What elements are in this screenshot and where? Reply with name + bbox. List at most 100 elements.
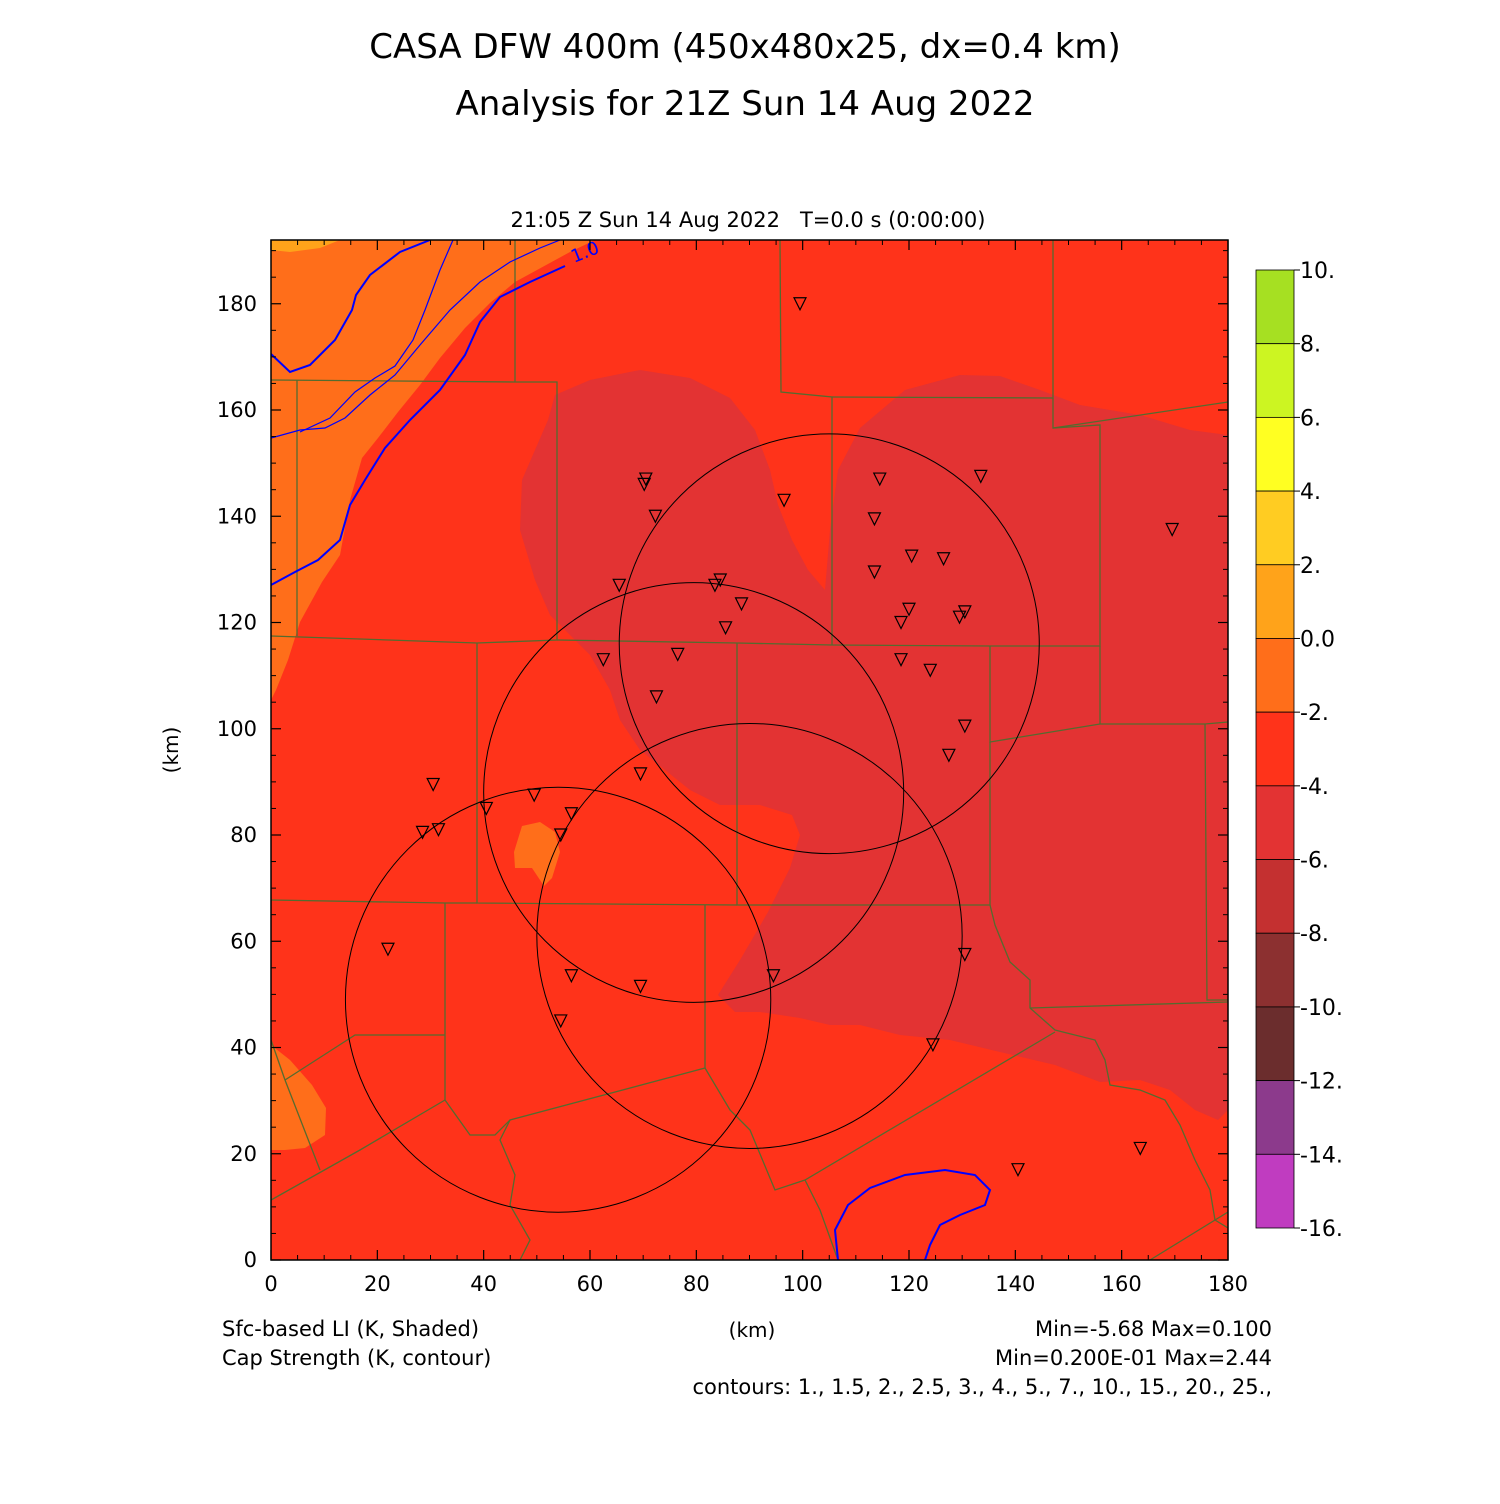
station-marker [925,1038,940,1053]
colorbar-swatch [1255,638,1295,713]
station-marker [670,647,685,662]
colorbar-label: 8. [1300,333,1321,358]
station-marker [793,297,807,312]
colorbar-swatch [1255,343,1295,418]
cap-contour-south [833,1168,992,1260]
x-tick-label: 0 [264,1272,277,1296]
station-marker [648,509,663,524]
y-tick-label: 140 [217,504,257,528]
station-marker [904,549,919,564]
x-tick-label: 140 [995,1272,1035,1296]
figure-title-line1: CASA DFW 400m (450x480x25, dx=0.4 km) [369,27,1121,67]
x-tick-label: 60 [577,1272,604,1296]
colorbar-swatch [1255,490,1295,566]
footer-field-contour: Cap Strength (K, contour) [222,1346,491,1370]
x-tick-label: 20 [364,1272,391,1296]
station-marker [527,788,542,803]
station-marker [649,690,664,705]
station-marker [902,602,916,617]
colorbar-swatch [1255,711,1295,787]
station-marker [564,807,579,822]
station-marker [894,653,908,668]
x-tick-label: 80 [683,1272,710,1296]
y-tick-label: 20 [230,1142,257,1166]
colorbar-label: -16. [1300,1217,1343,1242]
station-marker [867,512,882,527]
colorbar-swatch [1255,1080,1295,1155]
station-marker [952,610,967,625]
radar-range-ring [536,722,963,1149]
colorbar-label: 2. [1300,554,1321,579]
station-marker [957,947,972,962]
radar-range-ring [483,582,905,1003]
station-marker [633,767,648,782]
station-marker [426,777,441,792]
colorbar-swatch [1255,269,1295,345]
cap-contour-3 [271,240,561,439]
station-marker [973,469,988,484]
li-shade-orange-west [271,1045,326,1150]
colorbar-swatch [1255,564,1295,639]
y-axis-label: (km) [159,727,183,774]
station-marker [553,828,568,843]
colorbar-swatch [1255,1006,1295,1082]
colorbar-swatch [1255,859,1295,934]
footer-cap-minmax: Min=0.200E-01 Max=2.44 [995,1346,1272,1370]
y-tick-label: 120 [217,611,257,635]
station-marker [553,1014,568,1029]
radar-range-ring [344,786,772,1213]
station-marker [431,823,446,838]
y-tick-label: 0 [244,1248,257,1272]
station-marker [734,597,749,612]
y-tick-label: 80 [230,823,257,847]
station-marker [867,565,882,580]
station-marker [479,801,494,816]
station-marker [766,969,781,984]
colorbar-label: -12. [1300,1070,1343,1095]
colorbar-label: 4. [1300,480,1321,505]
colorbar-label: -2. [1300,701,1329,726]
radar-range-ring [618,433,1040,855]
colorbar-label: -8. [1300,922,1329,947]
station-marker [777,493,792,508]
station-marker [1133,1141,1148,1156]
station-marker [564,969,579,984]
x-tick-label: 120 [889,1272,929,1296]
colorbar-label: -14. [1300,1143,1343,1168]
station-marker [596,653,611,668]
station-marker [612,578,627,593]
cap-contour-4 [299,240,454,433]
y-axis: 0 20 40 60 80 100 120 140 160 180 [217,250,1228,1272]
valid-time-label: 21:05 Z Sun 14 Aug 2022 T=0.0 s (0:00:00… [511,208,986,232]
map-area: 1.0 [271,240,1228,1260]
colorbar-label: -6. [1300,849,1329,874]
station-marker [1165,522,1180,537]
station-marker [941,748,956,763]
y-tick-label: 40 [230,1036,257,1060]
li-shade-dark-red [520,370,1228,1120]
x-tick-label: 180 [1208,1272,1248,1296]
x-tick-label: 40 [470,1272,497,1296]
colorbar-label: -4. [1300,775,1329,800]
x-tick-label: 100 [783,1272,823,1296]
station-marker [633,979,648,994]
cap-strength-contours [271,240,992,1260]
station-marker [380,942,395,957]
colorbar-label: 6. [1300,406,1321,431]
station-marker [718,621,733,636]
footer-contour-levels: contours: 1., 1.5, 2., 2.5, 3., 4., 5., … [692,1375,1272,1399]
cap-contour-2 [271,265,566,586]
li-shade-light-orange [271,240,340,252]
station-marker [894,615,908,630]
x-tick-label: 160 [1102,1272,1142,1296]
li-shade-orange-center [514,822,560,886]
colorbar-swatch [1255,932,1295,1008]
station-marker [638,472,653,487]
county-boundaries [271,240,1228,1260]
station-marker [637,477,652,492]
colorbar-swatch [1255,1153,1295,1229]
station-markers [380,297,1180,1178]
colorbar-swatch [1255,416,1295,492]
station-marker [713,573,728,588]
station-marker [923,663,938,678]
